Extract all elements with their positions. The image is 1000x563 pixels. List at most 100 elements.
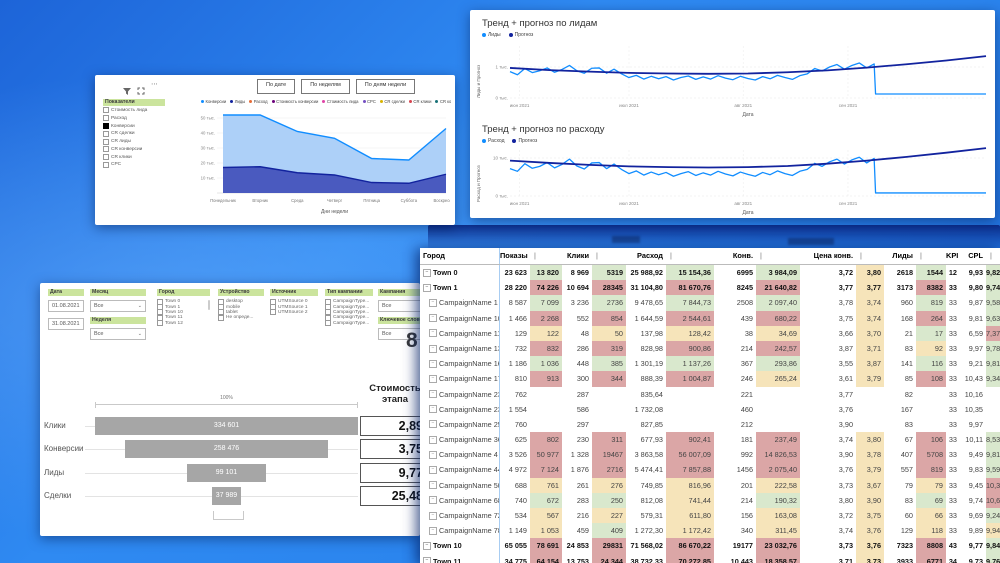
expand-icon[interactable]: −: [429, 374, 437, 383]
table-row[interactable]: − CampaignName 231 1 554 586 1 732,08 460 3,76…: [420, 401, 1000, 417]
expand-icon[interactable]: −: [429, 390, 437, 399]
expand-icon[interactable]: −: [429, 496, 437, 505]
campaign-dropdown[interactable]: Все: [378, 300, 420, 312]
legend-item[interactable]: Стоимость конверсии: [271, 99, 318, 104]
cell-compare: 81 670,76: [666, 280, 714, 296]
metric-option[interactable]: CPC: [103, 161, 165, 169]
funnel-bar[interactable]: 99 101: [187, 463, 266, 482]
checkbox-icon[interactable]: [103, 115, 109, 122]
more-options-icon[interactable]: ⋯: [151, 81, 158, 88]
checkbox-icon[interactable]: [103, 107, 109, 114]
checkbox-icon[interactable]: [270, 309, 276, 316]
expand-icon[interactable]: −: [429, 314, 437, 323]
funnel-bar[interactable]: 258 476: [125, 440, 328, 459]
checkbox-icon[interactable]: [103, 146, 109, 153]
legend-item[interactable]: Расход: [249, 99, 268, 104]
table-row[interactable]: − CampaignName 1 8 587 7 099 3 236 2736 9 478,…: [420, 295, 1000, 311]
table-row[interactable]: − CampaignName 118 129 122 48 50 137,98 128,42 3…: [420, 325, 1000, 341]
legend-item[interactable]: Лиды: [230, 99, 245, 104]
legend-item[interactable]: Расход: [482, 138, 504, 144]
checkbox-icon[interactable]: [157, 320, 163, 327]
table-row[interactable]: − CampaignName 44 4 972 7 124 1 876 2716 5 474…: [420, 462, 1000, 478]
table-row[interactable]: − CampaignName 102 1 466 2 268 552 854 1 644,5…: [420, 310, 1000, 326]
table-row[interactable]: − CampaignName 72 534 567 216 227 579,31 611,80…: [420, 508, 1000, 524]
by-date-button[interactable]: По дате: [257, 79, 296, 94]
metric-option[interactable]: Стоимость лида: [103, 107, 165, 114]
funnel-bar[interactable]: 334 601: [95, 417, 358, 435]
legend-item[interactable]: Стоимость лида: [322, 99, 359, 104]
metric-option[interactable]: CR сделки: [103, 130, 165, 138]
filter-option[interactable]: UTMSource 2: [270, 309, 318, 316]
legend-item[interactable]: Прогноз: [512, 138, 537, 144]
legend-item[interactable]: CR конверсии: [435, 99, 451, 104]
table-row[interactable]: − CampaignName 230 762 287 835,64 221 3,77 82 33…: [420, 386, 1000, 402]
by-week-button[interactable]: По неделям: [301, 79, 350, 94]
week-dropdown[interactable]: Все ⌄: [90, 328, 146, 340]
table-row[interactable]: − CampaignName 50 688 761 261 276 749,85 816,96…: [420, 477, 1000, 493]
expand-icon[interactable]: −: [429, 481, 437, 490]
filter-option[interactable]: CampaignType...: [325, 304, 373, 311]
expand-icon[interactable]: −: [429, 526, 437, 535]
expand-icon[interactable]: −: [429, 405, 437, 414]
expand-icon[interactable]: −: [429, 511, 437, 520]
expand-icon[interactable]: −: [423, 283, 431, 292]
filter-option[interactable]: CampaignType...: [325, 298, 373, 305]
expand-icon[interactable]: −: [429, 420, 437, 429]
metric-option[interactable]: CR конверсии: [103, 146, 165, 153]
legend-item[interactable]: CR сделки: [379, 99, 405, 104]
expand-icon[interactable]: −: [429, 344, 437, 353]
filter-option[interactable]: Не опреде...: [218, 314, 264, 321]
filter-option[interactable]: CampaignType...: [325, 320, 373, 327]
table-row[interactable]: − Town 1 28 220 74 226 10 694 28345 31 104,80 8…: [420, 280, 1000, 296]
funnel-row: Конверсии 258 476 3,75: [40, 439, 420, 460]
table-row[interactable]: − CampaignName 130 732 832 286 319 828,98 900,8…: [420, 340, 1000, 357]
table-row[interactable]: − Town 11 34 775 64 154 13 753 24 344 38 732,3…: [420, 553, 1000, 563]
table-row[interactable]: − Town 10 65 055 78 691 24 853 29831 71 568,02…: [420, 538, 1000, 554]
date-from-input[interactable]: 01.08.2021: [48, 300, 84, 312]
expand-icon[interactable]: −: [423, 541, 431, 550]
focus-mode-icon[interactable]: [137, 82, 145, 100]
legend-item[interactable]: Конверсии: [201, 99, 226, 104]
expand-icon[interactable]: −: [429, 450, 437, 459]
expand-icon[interactable]: −: [423, 268, 431, 277]
legend-item[interactable]: Лиды: [482, 32, 501, 38]
expand-icon[interactable]: −: [423, 557, 431, 563]
table-row[interactable]: − Town 0 23 623 13 820 8 969 5319 25 988,92 15 …: [420, 265, 1000, 281]
checkbox-icon[interactable]: [325, 320, 331, 327]
table-row[interactable]: − CampaignName 4 3 526 50 977 1 328 19467 3 86…: [420, 447, 1000, 463]
checkbox-icon[interactable]: [103, 154, 109, 161]
table-row[interactable]: − CampaignName 17 810 913 300 344 888,39 1 004,…: [420, 371, 1000, 387]
legend-item[interactable]: Прогноз: [508, 32, 533, 38]
filter-icon[interactable]: [123, 82, 131, 100]
table-row[interactable]: − CampaignName 255 760 297 827,85 212 3,90 83 33…: [420, 416, 1000, 433]
funnel-bar[interactable]: 37 989: [212, 486, 241, 505]
expand-icon[interactable]: −: [429, 298, 437, 307]
legend-item[interactable]: CPC: [362, 99, 376, 104]
filter-option[interactable]: Town 12: [157, 320, 210, 327]
date-to-input[interactable]: 31.08.2021: [48, 318, 84, 330]
scrollbar[interactable]: [208, 300, 210, 310]
expand-icon[interactable]: −: [429, 435, 437, 444]
table-row[interactable]: − CampaignName 36 625 802 230 311 677,93 902,41…: [420, 432, 1000, 448]
checkbox-icon[interactable]: [103, 138, 109, 145]
table-row[interactable]: − CampaignName 68 740 672 283 250 812,08 741,44…: [420, 492, 1000, 508]
legend-item[interactable]: CR клики: [408, 99, 431, 104]
checkbox-icon[interactable]: [103, 161, 109, 168]
checkbox-icon[interactable]: [218, 314, 224, 321]
expand-icon[interactable]: −: [429, 329, 437, 338]
month-dropdown[interactable]: Все ⌄: [90, 300, 146, 312]
keyword-dropdown[interactable]: Все: [378, 328, 420, 340]
metric-option[interactable]: CR лиды: [103, 138, 165, 145]
checkbox-icon[interactable]: [103, 123, 109, 130]
cell-current: 1 732,08: [634, 404, 663, 414]
table-row[interactable]: − CampaignName 78 1 149 1 053 459 409 1 272,30…: [420, 523, 1000, 539]
metric-option[interactable]: CR клики: [103, 154, 165, 161]
expand-icon[interactable]: −: [429, 466, 437, 475]
by-weekday-button[interactable]: По дням недели: [355, 79, 416, 94]
filter-option[interactable]: CampaignType...: [325, 314, 373, 321]
expand-icon[interactable]: −: [429, 359, 437, 368]
metric-option[interactable]: Расход: [103, 115, 165, 122]
checkbox-icon[interactable]: [103, 130, 109, 137]
metric-option[interactable]: Конверсии: [103, 123, 165, 130]
table-row[interactable]: − CampaignName 166 1 186 1 036 448 385 1 301,1…: [420, 356, 1000, 372]
